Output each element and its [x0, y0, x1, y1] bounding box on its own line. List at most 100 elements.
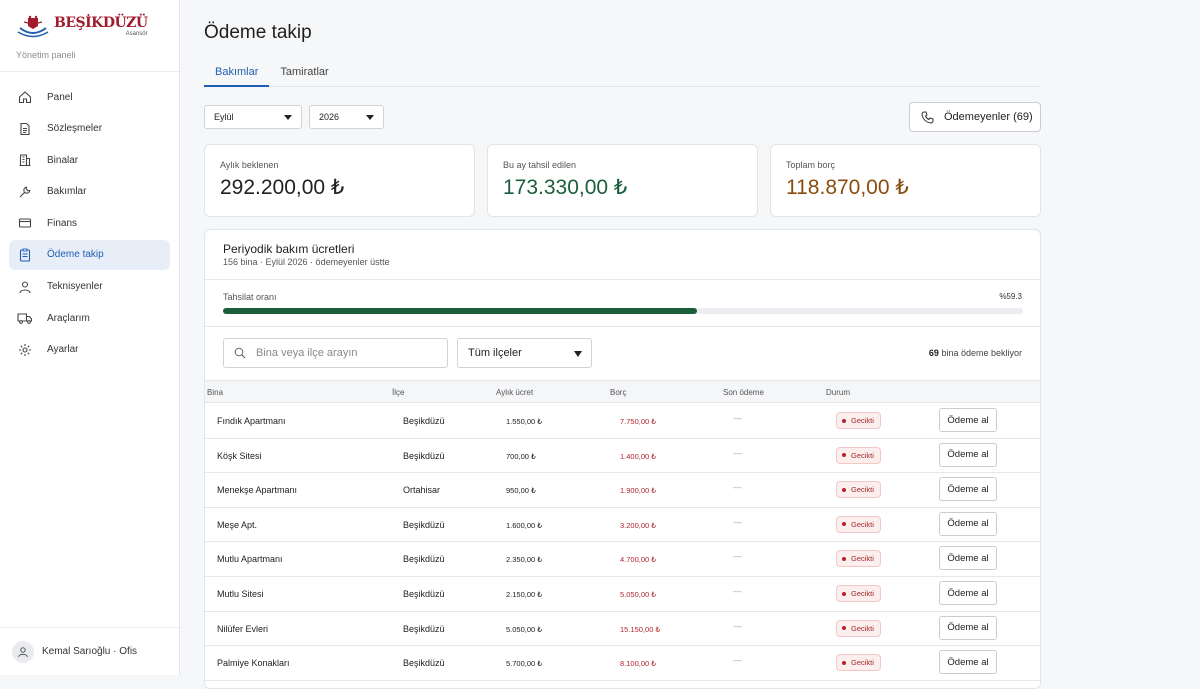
unpaid-list-button[interactable]: Ödemeyenler (69) [909, 102, 1041, 132]
collection-rate-label: Tahsilat oranı [223, 292, 277, 302]
pending-text: bina ödeme bekliyor [941, 348, 1022, 358]
person-icon [17, 279, 33, 295]
table-row[interactable]: Köşk Sitesi Beşikdüzü 700,00 ₺ 1.400,00 ₺ — G… [205, 439, 1040, 474]
status-label: Gecikti [851, 623, 874, 633]
cell-debt: 15.150,00 ₺ [620, 624, 661, 634]
clipboard-icon [17, 247, 33, 263]
cell-monthly-fee: 5.050,00 ₺ [506, 624, 543, 634]
column-header-bina[interactable]: Bina [207, 388, 224, 397]
status-badge: Gecikti [836, 619, 881, 637]
cell-district: Beşikdüzü [403, 416, 445, 426]
cell-district: Ortahisar [403, 485, 441, 496]
cell-building: Mutlu Sitesi [217, 589, 264, 599]
sidebar-item-odeme-takip[interactable]: Ödeme takip [9, 239, 170, 270]
status-dot-icon [842, 626, 846, 631]
search-icon [234, 347, 246, 359]
status-badge: Gecikti [836, 481, 881, 499]
collect-payment-button[interactable]: Ödeme al [939, 477, 997, 502]
table-row[interactable]: Mutlu Sitesi Beşikdüzü 2.150,00 ₺ 5.050,00 … [205, 577, 1040, 612]
column-header-ilce[interactable]: İlçe [392, 388, 405, 397]
sidebar-nav: Panel Sözleşmeler Binalar Bakımlar Finan… [0, 72, 179, 365]
month-select-value: Eylül [214, 112, 234, 122]
table-row[interactable]: Meşe Apt. Beşikdüzü 1.600,00 ₺ 3.200,00 ₺ — G… [205, 508, 1040, 543]
table-row[interactable]: Palmiye Konakları Beşikdüzü 5.700,00 ₺ 8.10… [205, 646, 1040, 681]
table-row[interactable]: Nilüfer Evleri Beşikdüzü 5.050,00 ₺ 15.150,… [205, 612, 1040, 647]
divider [205, 326, 1040, 327]
collect-payment-button[interactable]: Ödeme al [939, 615, 997, 640]
status-label: Gecikti [851, 450, 874, 460]
cell-last-payment: — [733, 516, 742, 527]
sidebar-item-finans[interactable]: Finans [9, 208, 170, 238]
collect-payment-button[interactable]: Ödeme al [939, 442, 997, 467]
table-header: Bina İlçe Aylık ücret Borç Son ödeme Dur… [205, 380, 1040, 403]
table-row[interactable]: Menekşe Apartmanı Ortahisar 950,00 ₺ 1.900,… [205, 473, 1040, 508]
cell-district: Beşikdüzü [403, 450, 445, 461]
status-dot-icon [842, 591, 846, 596]
collect-payment-button[interactable]: Ödeme al [939, 408, 997, 432]
sidebar-item-sozlesmeler[interactable]: Sözleşmeler [9, 114, 170, 144]
cell-last-payment: — [733, 620, 742, 631]
collect-payment-button[interactable]: Ödeme al [939, 546, 997, 571]
column-header-aylik-ucret[interactable]: Aylık ücret [496, 388, 534, 397]
collection-rate-bar [223, 308, 1023, 314]
cell-building: Menekşe Apartmanı [217, 485, 298, 496]
chevron-down-icon [366, 115, 374, 120]
cell-building: Fındık Apartmanı [217, 416, 286, 426]
sidebar-item-label: Binalar [47, 154, 79, 166]
collect-payment-button[interactable]: Ödeme al [939, 650, 997, 675]
stat-value: 292.200,00 ₺ [220, 176, 345, 199]
maintenance-fees-panel: Periyodik bakım ücretleri 156 bina · Eyl… [204, 229, 1041, 689]
status-label: Gecikti [851, 658, 874, 668]
cell-building: Nilüfer Evleri [217, 623, 269, 634]
collect-payment-button[interactable]: Ödeme al [939, 581, 997, 605]
credit-card-icon [17, 215, 33, 231]
status-label: Gecikti [851, 416, 874, 425]
chevron-down-icon [574, 351, 582, 357]
document-icon [17, 121, 33, 137]
tab-bakimlar[interactable]: Bakımlar [204, 60, 270, 87]
tab-tamiratlar[interactable]: Tamiratlar [280, 66, 329, 78]
sidebar: BEŞİKDÜZÜ Asansör Yönetim paneli Panel S… [0, 0, 180, 675]
cell-debt: 3.200,00 ₺ [620, 520, 657, 530]
collection-rate-fill [223, 308, 698, 314]
status-label: Gecikti [851, 519, 874, 529]
district-select[interactable]: Tüm ilçeler [457, 338, 592, 368]
cell-monthly-fee: 2.150,00 ₺ [506, 590, 543, 599]
sidebar-item-panel[interactable]: Panel [9, 82, 170, 112]
building-icon [17, 152, 33, 168]
sidebar-item-binalar[interactable]: Binalar [9, 145, 170, 175]
logo-mark-icon [17, 15, 49, 38]
sidebar-item-label: Panel [47, 91, 73, 103]
status-badge: Gecikti [836, 412, 881, 429]
column-header-durum[interactable]: Durum [826, 388, 851, 397]
cell-last-payment: — [733, 413, 742, 423]
sidebar-item-label: Teknisyenler [47, 281, 103, 293]
sidebar-item-label: Finans [47, 217, 78, 229]
year-select[interactable]: 2026 [309, 105, 384, 129]
status-dot-icon [842, 453, 846, 458]
page-title: Ödeme takip [204, 22, 312, 43]
home-icon [17, 89, 33, 105]
sidebar-item-teknisyenler[interactable]: Teknisyenler [9, 272, 170, 302]
cell-district: Beşikdüzü [403, 554, 445, 565]
sidebar-item-ayarlar[interactable]: Ayarlar [9, 335, 170, 365]
month-select[interactable]: Eylül [204, 105, 302, 129]
cell-building: Mutlu Apartmanı [217, 554, 283, 565]
district-select-value: Tüm ilçeler [468, 347, 522, 359]
user-profile[interactable]: Kemal Sarıoğlu · Ofis [0, 627, 179, 675]
column-header-son-odeme[interactable]: Son ödeme [723, 388, 764, 397]
collect-payment-button[interactable]: Ödeme al [939, 511, 997, 536]
cell-district: Beşikdüzü [403, 658, 445, 669]
sidebar-item-label: Bakımlar [47, 186, 87, 198]
sidebar-item-araclarim[interactable]: Araçlarım [9, 303, 170, 333]
search-field[interactable] [223, 338, 448, 368]
sidebar-item-bakimlar[interactable]: Bakımlar [9, 177, 170, 207]
table-row[interactable]: Mutlu Apartmanı Beşikdüzü 2.350,00 ₺ 4.700,… [205, 542, 1040, 577]
phone-icon [921, 111, 934, 124]
table-row[interactable]: Fındık Apartmanı Beşikdüzü 1.550,00 ₺ 7.750… [205, 404, 1040, 439]
search-input[interactable] [256, 347, 426, 359]
cell-building: Palmiye Konakları [217, 658, 290, 669]
column-header-borc[interactable]: Borç [610, 388, 627, 397]
cell-debt: 7.750,00 ₺ [620, 417, 657, 426]
logo[interactable]: BEŞİKDÜZÜ Asansör [16, 14, 179, 38]
